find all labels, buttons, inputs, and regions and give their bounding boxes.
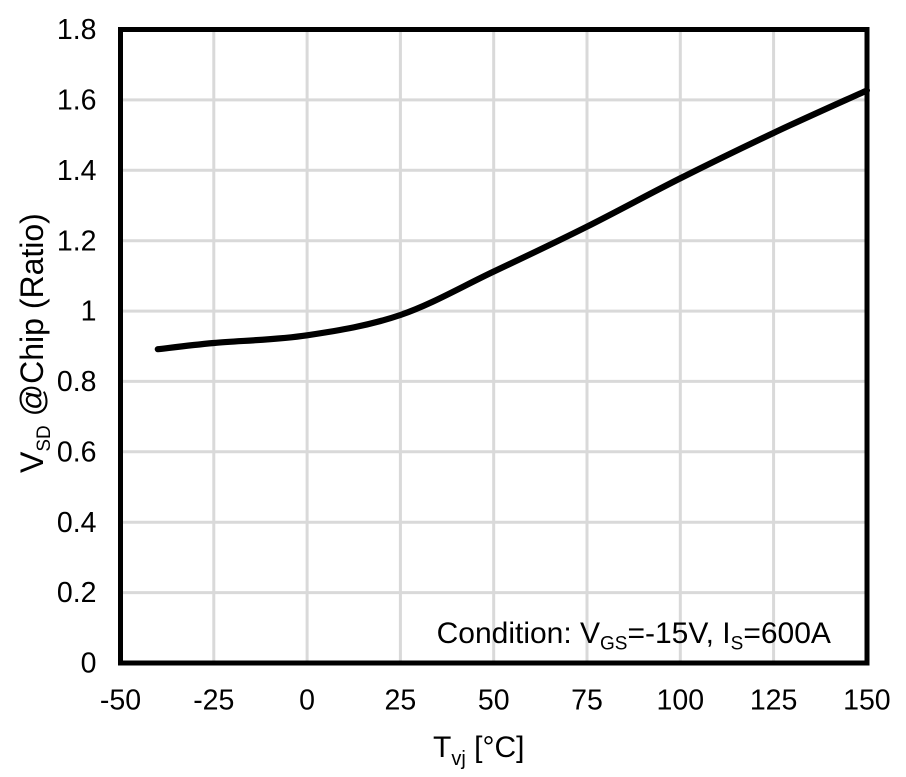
svg-text:125: 125	[750, 685, 798, 717]
svg-text:1.6: 1.6	[57, 85, 97, 117]
svg-text:Tvj [°C]: Tvj [°C]	[433, 731, 524, 770]
svg-text:-25: -25	[193, 685, 234, 717]
svg-text:50: 50	[478, 685, 510, 717]
svg-text:0: 0	[81, 648, 97, 680]
svg-text:-50: -50	[100, 685, 141, 717]
svg-text:1.4: 1.4	[57, 155, 97, 187]
svg-text:1.2: 1.2	[57, 225, 97, 257]
svg-text:0: 0	[299, 685, 315, 717]
svg-text:0.4: 0.4	[57, 507, 97, 539]
svg-text:Condition: VGS=-15V, IS=600A: Condition: VGS=-15V, IS=600A	[437, 617, 831, 655]
svg-text:0.8: 0.8	[57, 366, 97, 398]
svg-text:150: 150	[843, 685, 891, 717]
svg-text:75: 75	[571, 685, 603, 717]
svg-text:25: 25	[385, 685, 417, 717]
svg-text:1: 1	[81, 296, 97, 328]
svg-text:1.8: 1.8	[57, 14, 97, 46]
svg-text:0.6: 0.6	[57, 436, 97, 468]
svg-text:100: 100	[657, 685, 705, 717]
svg-text:0.2: 0.2	[57, 577, 97, 609]
